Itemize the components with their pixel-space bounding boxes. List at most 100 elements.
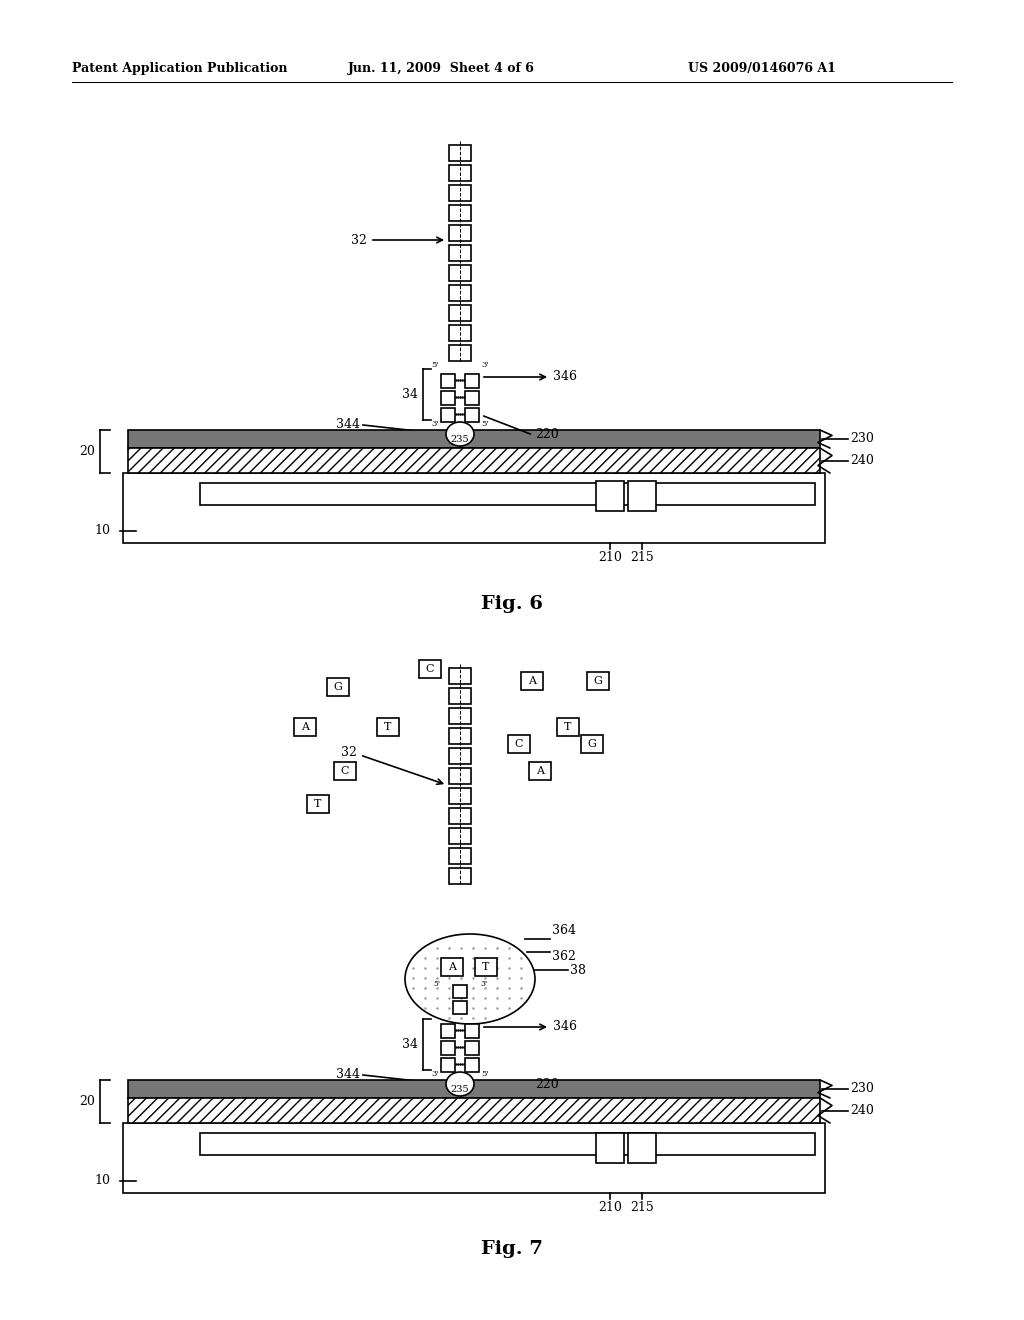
Bar <box>557 718 579 737</box>
Text: 3': 3' <box>480 979 487 987</box>
Bar <box>441 1023 455 1038</box>
Bar <box>377 718 399 737</box>
Bar <box>441 958 463 975</box>
Text: Patent Application Publication: Patent Application Publication <box>72 62 288 75</box>
Bar <box>449 264 471 281</box>
Bar <box>465 1040 479 1055</box>
Text: T: T <box>482 962 489 972</box>
Text: 230: 230 <box>850 433 873 446</box>
Bar <box>449 305 471 321</box>
Text: T: T <box>384 722 392 733</box>
Bar <box>449 727 471 744</box>
Bar <box>294 718 316 737</box>
Bar <box>449 224 471 242</box>
Bar <box>449 285 471 301</box>
Bar <box>587 672 609 690</box>
Bar <box>128 430 820 447</box>
Text: 215: 215 <box>630 1201 654 1214</box>
Bar <box>465 1057 479 1072</box>
Bar <box>465 408 479 422</box>
Text: C: C <box>426 664 434 675</box>
Bar <box>449 688 471 704</box>
Text: US 2009/0146076 A1: US 2009/0146076 A1 <box>688 62 836 75</box>
Text: 230: 230 <box>850 1082 873 1096</box>
Bar <box>596 480 624 511</box>
Bar <box>581 735 603 752</box>
Text: G: G <box>334 682 342 692</box>
Text: Fig. 6: Fig. 6 <box>481 595 543 612</box>
Bar <box>508 735 530 752</box>
Text: 344: 344 <box>336 418 360 432</box>
Bar <box>441 391 455 405</box>
Text: 346: 346 <box>553 1020 577 1034</box>
Bar <box>449 708 471 723</box>
Text: 38: 38 <box>570 964 586 977</box>
Bar <box>200 1133 815 1155</box>
Text: 220: 220 <box>535 429 559 441</box>
Text: 3': 3' <box>481 1011 488 1019</box>
Bar <box>128 1080 820 1098</box>
Text: 32: 32 <box>351 234 367 247</box>
Bar <box>334 762 356 780</box>
Text: 344: 344 <box>336 1068 360 1081</box>
Text: 215: 215 <box>630 550 654 564</box>
Bar <box>123 473 825 543</box>
Text: 220: 220 <box>535 1078 559 1092</box>
Bar <box>449 867 471 884</box>
Bar <box>449 747 471 764</box>
Text: 346: 346 <box>553 371 577 384</box>
Bar <box>327 678 349 696</box>
Text: 235: 235 <box>451 1085 469 1093</box>
Text: 5': 5' <box>431 360 439 370</box>
Text: C: C <box>341 766 349 776</box>
Text: T: T <box>564 722 571 733</box>
Bar <box>475 958 497 975</box>
Bar <box>465 391 479 405</box>
Text: 32: 32 <box>341 747 357 759</box>
Text: 240: 240 <box>850 1104 873 1117</box>
Text: 3': 3' <box>431 420 439 428</box>
Text: 240: 240 <box>850 454 873 467</box>
Text: A: A <box>528 676 536 686</box>
Text: Fig. 7: Fig. 7 <box>481 1239 543 1258</box>
Text: 5': 5' <box>481 420 488 428</box>
Bar <box>521 672 543 690</box>
Bar <box>449 165 471 181</box>
Bar <box>449 325 471 341</box>
Text: 3': 3' <box>431 1071 439 1078</box>
Bar <box>449 145 471 161</box>
Bar <box>307 795 329 813</box>
Text: 362: 362 <box>552 949 575 962</box>
Text: 3': 3' <box>481 360 488 370</box>
Bar <box>123 1123 825 1193</box>
Text: 210: 210 <box>598 1201 622 1214</box>
Text: 210: 210 <box>598 550 622 564</box>
Text: 5': 5' <box>431 1011 439 1019</box>
Bar <box>449 244 471 261</box>
Bar <box>529 762 551 780</box>
Bar <box>449 768 471 784</box>
Text: 364: 364 <box>552 924 575 937</box>
Text: C: C <box>515 739 523 748</box>
Text: 20: 20 <box>79 445 95 458</box>
Bar <box>441 1057 455 1072</box>
Bar <box>449 788 471 804</box>
Text: 10: 10 <box>94 524 110 537</box>
Bar <box>449 185 471 201</box>
Text: 10: 10 <box>94 1175 110 1188</box>
Text: A: A <box>536 766 544 776</box>
Text: A: A <box>301 722 309 733</box>
Bar <box>453 985 467 998</box>
Bar <box>628 1133 656 1163</box>
Text: G: G <box>588 739 596 748</box>
Text: Jun. 11, 2009  Sheet 4 of 6: Jun. 11, 2009 Sheet 4 of 6 <box>348 62 535 75</box>
Bar <box>441 1040 455 1055</box>
Bar <box>441 408 455 422</box>
Bar <box>465 374 479 388</box>
Bar <box>200 483 815 506</box>
Bar <box>441 374 455 388</box>
Text: A: A <box>449 962 456 972</box>
Bar <box>449 828 471 843</box>
Text: 34: 34 <box>402 1038 418 1051</box>
Bar <box>449 668 471 684</box>
